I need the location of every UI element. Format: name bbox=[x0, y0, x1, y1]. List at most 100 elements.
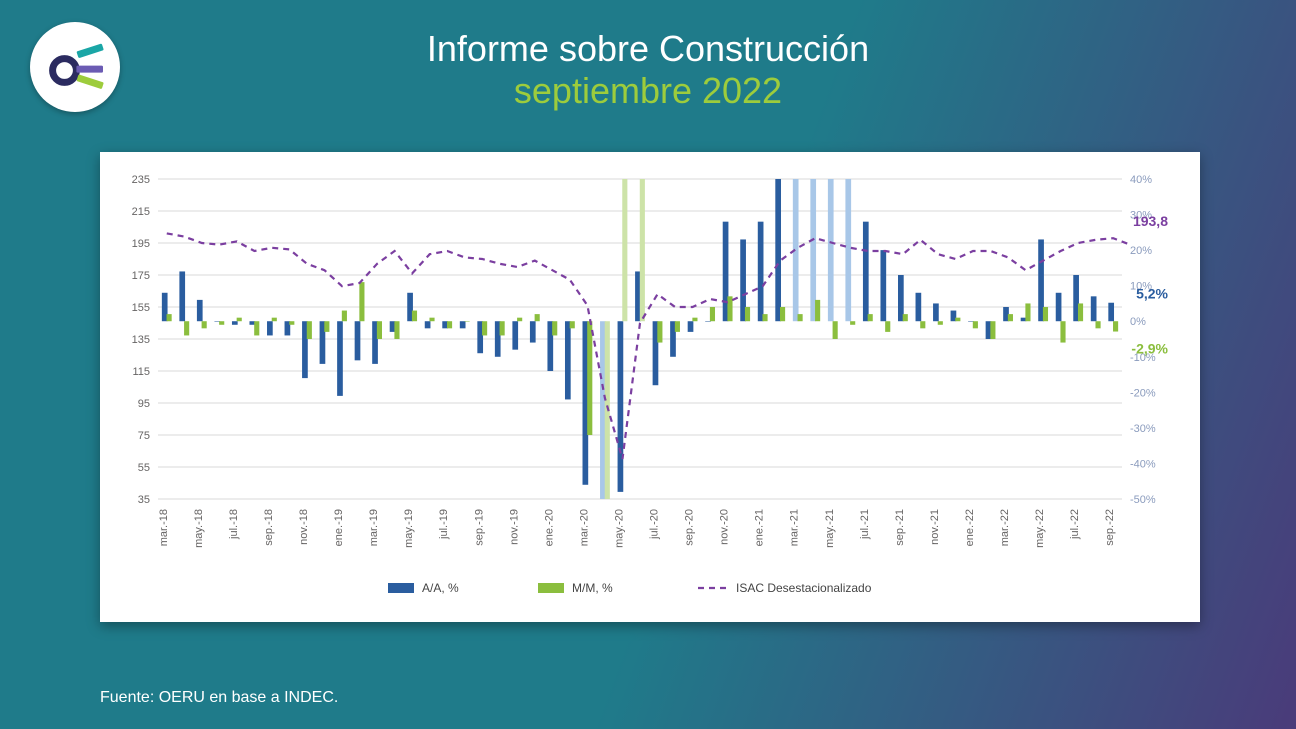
legend-swatch-aa bbox=[388, 583, 414, 593]
svg-text:mar.-22: mar.-22 bbox=[999, 509, 1011, 546]
svg-text:ene.-22: ene.-22 bbox=[964, 509, 976, 546]
callout-isac: 193,8 bbox=[1133, 213, 1168, 229]
svg-text:195: 195 bbox=[132, 238, 150, 250]
svg-text:mar.-20: mar.-20 bbox=[578, 509, 590, 546]
svg-text:jul.-19: jul.-19 bbox=[438, 509, 450, 540]
bar-mm bbox=[184, 321, 189, 335]
bar-mm bbox=[1095, 321, 1100, 328]
bar-mm bbox=[850, 321, 855, 325]
bar-mm bbox=[202, 321, 207, 328]
bar-mm bbox=[447, 321, 452, 328]
bar-aa bbox=[425, 321, 431, 328]
bar-mm bbox=[289, 321, 294, 325]
svg-text:mar.-18: mar.-18 bbox=[158, 509, 170, 546]
svg-text:nov.-19: nov.-19 bbox=[508, 509, 520, 545]
svg-text:235: 235 bbox=[132, 174, 150, 186]
bar-aa bbox=[337, 321, 343, 396]
svg-text:nov.-18: nov.-18 bbox=[298, 509, 310, 545]
bar-aa bbox=[355, 321, 361, 360]
svg-text:sep.-21: sep.-21 bbox=[894, 509, 906, 546]
svg-text:155: 155 bbox=[132, 302, 150, 314]
svg-text:mar.-21: mar.-21 bbox=[789, 509, 801, 546]
svg-text:-30%: -30% bbox=[1130, 423, 1156, 435]
svg-text:ene.-21: ene.-21 bbox=[754, 509, 766, 546]
bar-aa bbox=[179, 271, 185, 321]
svg-text:sep.-18: sep.-18 bbox=[263, 509, 275, 546]
svg-text:ene.-19: ene.-19 bbox=[333, 509, 345, 546]
line-isac bbox=[167, 233, 1131, 459]
svg-text:jul.-21: jul.-21 bbox=[859, 509, 871, 540]
svg-text:-40%: -40% bbox=[1130, 458, 1156, 470]
bar-mm bbox=[868, 314, 873, 321]
bar-mm bbox=[412, 311, 417, 322]
bar-mm bbox=[745, 307, 750, 321]
bar-aa bbox=[1091, 296, 1097, 321]
bar-mm bbox=[429, 318, 434, 322]
bar-aa bbox=[530, 321, 536, 342]
title-line-2: septiembre 2022 bbox=[0, 70, 1296, 112]
bar-aa bbox=[775, 179, 781, 321]
bar-mm bbox=[324, 321, 329, 332]
bar-mm bbox=[1060, 321, 1065, 342]
svg-text:135: 135 bbox=[132, 334, 150, 346]
bar-aa bbox=[1108, 303, 1114, 321]
svg-text:55: 55 bbox=[138, 462, 150, 474]
bar-mm bbox=[254, 321, 259, 335]
bar-aa bbox=[512, 321, 518, 349]
bar-aa bbox=[267, 321, 273, 335]
bar-mm bbox=[622, 179, 627, 321]
bar-mm bbox=[1008, 314, 1013, 321]
page-title: Informe sobre Construcción septiembre 20… bbox=[0, 28, 1296, 112]
bar-aa bbox=[460, 321, 466, 328]
legend-swatch-mm bbox=[538, 583, 564, 593]
bar-aa bbox=[758, 222, 764, 322]
svg-text:nov.-21: nov.-21 bbox=[929, 509, 941, 545]
bar-mm bbox=[552, 321, 557, 335]
callout-mm: -2,9% bbox=[1131, 341, 1168, 357]
svg-text:ene.-20: ene.-20 bbox=[543, 509, 555, 546]
bar-mm bbox=[762, 314, 767, 321]
bar-mm bbox=[377, 321, 382, 339]
bar-mm bbox=[675, 321, 680, 332]
svg-text:jul.-20: jul.-20 bbox=[649, 509, 661, 540]
bar-mm bbox=[657, 321, 662, 342]
svg-text:20%: 20% bbox=[1130, 245, 1152, 257]
bar-mm bbox=[990, 321, 995, 339]
bar-mm bbox=[482, 321, 487, 335]
svg-text:may.-22: may.-22 bbox=[1034, 509, 1046, 548]
bar-mm bbox=[1043, 307, 1048, 321]
chart-card: 35557595115135155175195215235-50%-40%-30… bbox=[100, 152, 1200, 622]
bar-mm bbox=[342, 311, 347, 322]
bar-mm bbox=[938, 321, 943, 325]
bar-mm bbox=[394, 321, 399, 339]
bar-mm bbox=[903, 314, 908, 321]
svg-text:35: 35 bbox=[138, 494, 150, 506]
callout-aa: 5,2% bbox=[1136, 286, 1168, 302]
bar-mm bbox=[710, 307, 715, 321]
bar-mm bbox=[272, 318, 277, 322]
svg-text:-50%: -50% bbox=[1130, 494, 1156, 506]
svg-text:175: 175 bbox=[132, 270, 150, 282]
bar-aa bbox=[705, 321, 711, 322]
bar-mm bbox=[833, 321, 838, 339]
bar-mm bbox=[359, 282, 364, 321]
svg-text:jul.-18: jul.-18 bbox=[228, 509, 240, 540]
svg-text:mar.-19: mar.-19 bbox=[368, 509, 380, 546]
bar-mm bbox=[727, 296, 732, 321]
bar-aa bbox=[916, 293, 922, 321]
bar-mm bbox=[465, 321, 470, 322]
svg-text:215: 215 bbox=[132, 206, 150, 218]
legend-label-isac: ISAC Desestacionalizado bbox=[736, 581, 872, 595]
svg-text:0%: 0% bbox=[1130, 316, 1146, 328]
bar-mm bbox=[798, 314, 803, 321]
bar-mm bbox=[1078, 303, 1083, 321]
bar-mm bbox=[640, 179, 645, 321]
bar-mm bbox=[587, 321, 592, 435]
svg-text:may.-19: may.-19 bbox=[403, 509, 415, 548]
bar-mm bbox=[780, 307, 785, 321]
svg-text:sep.-19: sep.-19 bbox=[473, 509, 485, 546]
bar-aa bbox=[197, 300, 203, 321]
bar-aa bbox=[618, 321, 624, 492]
bar-aa bbox=[933, 303, 939, 321]
bar-mm bbox=[692, 318, 697, 322]
